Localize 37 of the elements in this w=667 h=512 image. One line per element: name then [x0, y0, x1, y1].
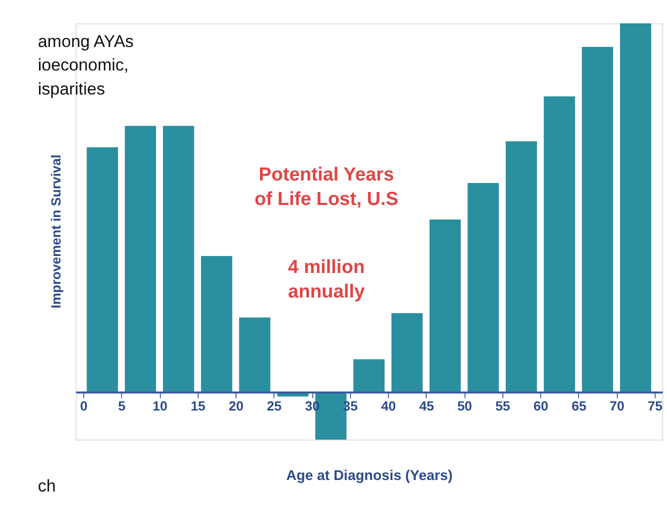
bar: [86, 147, 118, 392]
bar: [506, 141, 537, 392]
x-tick-label: 10: [152, 398, 168, 414]
annotation: annually: [288, 282, 366, 303]
bar: [544, 96, 576, 392]
x-tick-label: 70: [610, 398, 624, 414]
annotation: of Life Lost, U.S: [254, 188, 398, 210]
x-tick-label: 65: [572, 398, 586, 414]
bar: [124, 126, 156, 392]
annotation: ioeconomic,: [38, 56, 129, 75]
x-tick-label: 45: [419, 398, 434, 414]
text: ch: [38, 476, 56, 496]
bar: [620, 23, 652, 392]
x-tick-label: 5: [118, 398, 126, 414]
x-tick-label: 0: [80, 398, 88, 414]
bar: [430, 219, 461, 392]
bar: [239, 318, 270, 392]
bar: [582, 46, 614, 392]
annotation: Potential Years: [258, 164, 394, 186]
bar: [468, 182, 499, 392]
bar: [353, 359, 385, 392]
bar: [162, 126, 194, 392]
bar: [391, 313, 423, 392]
annotation: isparities: [38, 79, 105, 98]
bar: [201, 256, 232, 392]
y-axis-title: Improvement in Survival: [48, 154, 64, 308]
x-tick-label: 75: [648, 398, 662, 414]
x-tick-label: 55: [495, 398, 510, 414]
x-tick-label: 20: [228, 398, 244, 414]
annotation: among AYAs: [38, 32, 134, 51]
x-axis-title: Age at Diagnosis (Years): [286, 468, 453, 484]
x-tick-label: 40: [381, 398, 396, 414]
x-tick-label: 25: [266, 398, 282, 414]
x-tick-label: 15: [190, 398, 206, 414]
x-tick-label: 60: [533, 398, 548, 414]
x-tick-label: 50: [457, 398, 472, 414]
annotation: 4 million: [288, 257, 365, 278]
